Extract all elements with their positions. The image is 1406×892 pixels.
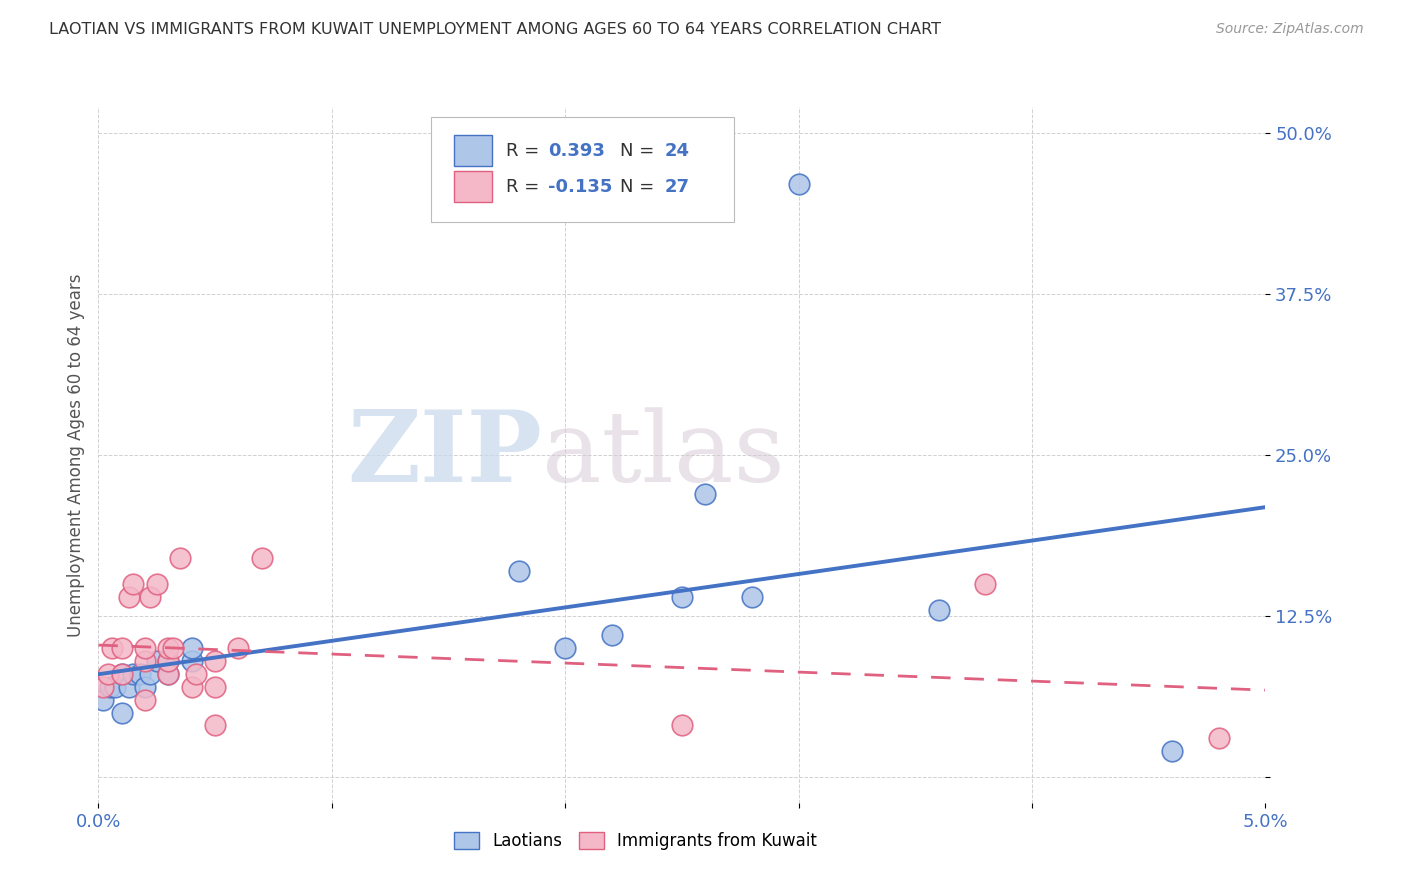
Point bbox=[129, 667, 152, 681]
Point bbox=[118, 680, 141, 694]
Point bbox=[104, 680, 127, 694]
Point bbox=[134, 641, 156, 656]
Point bbox=[228, 641, 250, 656]
Text: 0.393: 0.393 bbox=[548, 142, 605, 160]
Text: LAOTIAN VS IMMIGRANTS FROM KUWAIT UNEMPLOYMENT AMONG AGES 60 TO 64 YEARS CORRELA: LAOTIAN VS IMMIGRANTS FROM KUWAIT UNEMPL… bbox=[49, 22, 941, 37]
Point bbox=[157, 654, 180, 668]
Point bbox=[1208, 731, 1230, 746]
Y-axis label: Unemployment Among Ages 60 to 64 years: Unemployment Among Ages 60 to 64 years bbox=[66, 273, 84, 637]
Point bbox=[98, 680, 121, 694]
Point bbox=[91, 680, 114, 694]
Point bbox=[928, 602, 950, 616]
Point bbox=[600, 628, 623, 642]
Point bbox=[97, 667, 120, 681]
Point bbox=[204, 654, 226, 668]
FancyBboxPatch shape bbox=[432, 118, 734, 222]
Text: R =: R = bbox=[506, 178, 544, 195]
FancyBboxPatch shape bbox=[454, 135, 492, 166]
Point bbox=[787, 178, 810, 192]
Text: Source: ZipAtlas.com: Source: ZipAtlas.com bbox=[1216, 22, 1364, 37]
Point bbox=[162, 641, 184, 656]
Point bbox=[671, 718, 693, 732]
Point bbox=[146, 576, 169, 591]
Point bbox=[134, 680, 156, 694]
Legend: Laotians, Immigrants from Kuwait: Laotians, Immigrants from Kuwait bbox=[447, 826, 824, 857]
Point bbox=[1161, 744, 1184, 758]
Point bbox=[139, 667, 162, 681]
Point bbox=[118, 590, 141, 604]
Point bbox=[101, 641, 124, 656]
Point bbox=[741, 590, 763, 604]
Point bbox=[134, 654, 156, 668]
Point bbox=[111, 706, 134, 720]
Point bbox=[157, 654, 180, 668]
Text: atlas: atlas bbox=[541, 407, 785, 503]
Point bbox=[180, 680, 202, 694]
Point bbox=[250, 551, 273, 566]
Point bbox=[111, 667, 134, 681]
Text: ZIP: ZIP bbox=[347, 407, 541, 503]
Point bbox=[91, 692, 114, 706]
Point bbox=[139, 590, 162, 604]
Point bbox=[111, 667, 134, 681]
Point bbox=[157, 667, 180, 681]
Point bbox=[180, 641, 202, 656]
Text: R =: R = bbox=[506, 142, 544, 160]
Point bbox=[157, 667, 180, 681]
Text: N =: N = bbox=[620, 142, 659, 160]
FancyBboxPatch shape bbox=[454, 171, 492, 202]
Point bbox=[204, 680, 226, 694]
Text: 27: 27 bbox=[665, 178, 689, 195]
Point bbox=[122, 667, 145, 681]
Point bbox=[974, 576, 997, 591]
Point bbox=[204, 718, 226, 732]
Point bbox=[157, 641, 180, 656]
Text: 24: 24 bbox=[665, 142, 689, 160]
Text: -0.135: -0.135 bbox=[548, 178, 612, 195]
Point bbox=[695, 486, 717, 500]
Text: N =: N = bbox=[620, 178, 659, 195]
Point bbox=[122, 576, 145, 591]
Point bbox=[554, 641, 576, 656]
Point bbox=[169, 551, 191, 566]
Point bbox=[134, 692, 156, 706]
Point bbox=[508, 564, 530, 578]
Point bbox=[146, 654, 169, 668]
Point bbox=[671, 590, 693, 604]
Point bbox=[186, 667, 208, 681]
Point bbox=[111, 641, 134, 656]
Point bbox=[180, 654, 202, 668]
